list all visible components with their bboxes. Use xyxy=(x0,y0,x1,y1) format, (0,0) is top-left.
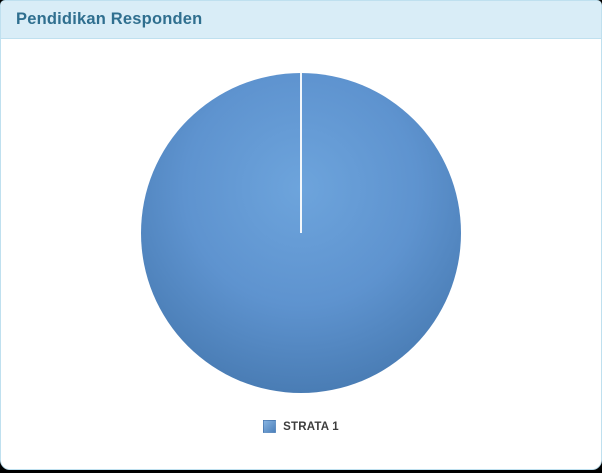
legend-color-swatch xyxy=(263,420,277,433)
panel-header: Pendidikan Responden xyxy=(1,1,601,39)
legend-item-strata-1[interactable]: STRATA 1 xyxy=(263,420,339,433)
chart-legend: STRATA 1 xyxy=(1,420,601,433)
pie-slice-strata-1[interactable] xyxy=(141,73,461,393)
pie-slice-seam xyxy=(300,73,302,233)
legend-label: STRATA 1 xyxy=(283,420,339,433)
pie-chart-area: STRATA 1 xyxy=(1,39,601,469)
panel-title: Pendidikan Responden xyxy=(16,10,203,28)
